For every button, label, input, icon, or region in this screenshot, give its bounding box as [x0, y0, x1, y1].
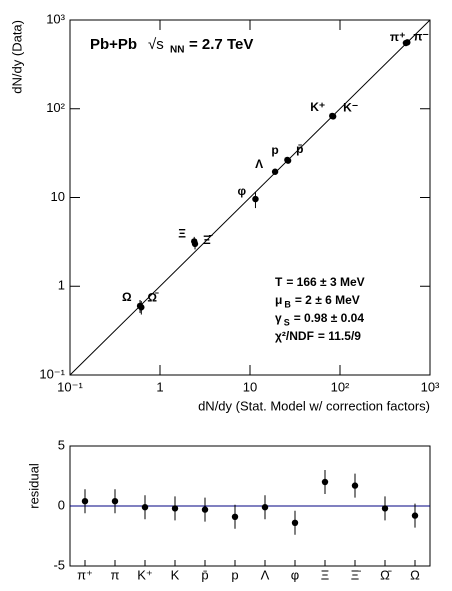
point [252, 195, 259, 203]
x-tick-label: Λ [261, 567, 270, 582]
point-label: Ω [122, 290, 132, 304]
point-label: K⁺ [310, 100, 325, 114]
point [404, 39, 411, 46]
y-axis-label: dN/dy (Data) [9, 20, 24, 94]
point [284, 157, 292, 164]
energy-sub: NN [170, 45, 184, 56]
y-tick-label: 10⁻¹ [39, 366, 65, 381]
y-axis-label: residual [26, 463, 41, 509]
y-tick-label: -5 [53, 557, 65, 572]
param-sub: B [284, 299, 291, 309]
residual-point [261, 504, 269, 511]
residual-point [81, 498, 89, 505]
point-label: K⁻ [343, 101, 358, 115]
residual-point [231, 513, 239, 520]
param-text: = 2 ± 6 MeV [295, 293, 360, 307]
residual-point [111, 498, 119, 505]
x-axis-label: dN/dy (Stat. Model w/ correction factors… [198, 398, 430, 413]
x-tick-label: π [111, 567, 120, 582]
y-tick-label: 10³ [46, 11, 65, 26]
point [138, 304, 145, 311]
y-tick-label: 1 [58, 278, 65, 293]
residual-point [321, 478, 329, 486]
energy-symbol: √s [148, 36, 164, 53]
x-tick-label: Ξ̄ [351, 567, 361, 582]
x-tick-label: Ω̄ [380, 567, 392, 582]
x-tick-label: 10⁻¹ [57, 379, 83, 394]
param-symbol: μ [275, 293, 282, 307]
x-tick-label: Ω [410, 567, 420, 582]
point-label: p [271, 143, 278, 157]
y-tick-label: 10 [51, 189, 65, 204]
point [271, 168, 279, 175]
residual-point [291, 519, 299, 526]
point [329, 113, 337, 120]
param-symbol: T [275, 275, 283, 289]
x-tick-label: Ξ [321, 567, 329, 582]
param-text: = 0.98 ± 0.04 [294, 311, 365, 325]
x-tick-label: p [231, 567, 238, 582]
residual-point [411, 512, 419, 519]
x-tick-label: 10³ [421, 379, 440, 394]
residual-point [141, 504, 149, 511]
point-label: π⁺ [390, 30, 406, 44]
residual-point [381, 505, 389, 512]
y-tick-label: 10² [46, 100, 65, 115]
residual-point [171, 505, 179, 512]
y-tick-label: 0 [58, 497, 65, 512]
residual-point [201, 506, 209, 513]
energy-text: = 2.7 TeV [189, 36, 253, 53]
x-tick-label: K⁺ [137, 567, 153, 582]
unity-line [69, 19, 431, 376]
param-symbol: γ [275, 311, 282, 325]
residual-point [351, 482, 359, 489]
x-tick-label: π⁺ [77, 567, 93, 582]
x-tick-label: 1 [156, 379, 163, 394]
x-tick-label: φ [291, 567, 299, 582]
param-symbol: χ²/NDF [275, 329, 314, 343]
param-sub: S [284, 317, 290, 327]
x-tick-label: K [171, 567, 180, 582]
point-label: Ξ̄ [203, 233, 213, 247]
param-text: = 11.5/9 [318, 329, 361, 343]
point-label: π⁻ [413, 30, 429, 44]
chart-title: Pb+Pb [90, 36, 137, 53]
point-label: Λ [255, 157, 263, 171]
y-tick-label: 5 [58, 437, 65, 452]
param-text: = 166 ± 3 MeV [286, 275, 364, 289]
point [191, 240, 199, 248]
x-tick-label: 10² [331, 379, 350, 394]
point-label: φ [237, 184, 246, 198]
x-tick-label: 10 [243, 379, 257, 394]
point-label: p̄ [296, 142, 303, 156]
x-tick-label: p̄ [201, 567, 208, 582]
point-label: Ω̄ [147, 290, 159, 304]
point-label: Ξ [178, 227, 186, 241]
